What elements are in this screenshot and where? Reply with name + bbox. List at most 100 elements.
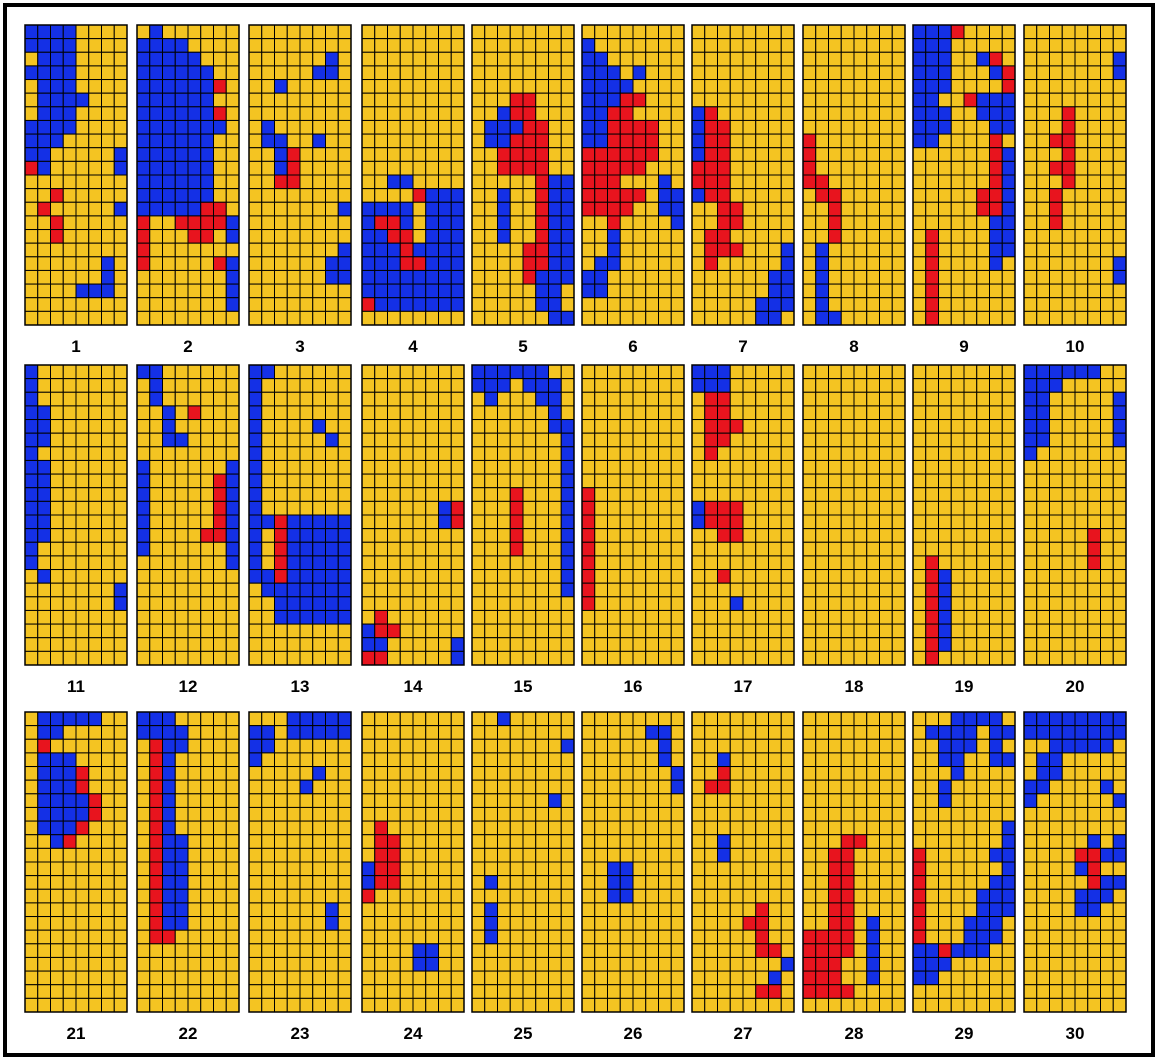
cell xyxy=(412,752,427,768)
cell xyxy=(619,888,634,904)
cell xyxy=(113,847,128,863)
cell xyxy=(248,432,263,448)
cell xyxy=(768,283,782,299)
cell xyxy=(828,147,842,162)
cell xyxy=(691,283,706,299)
cell xyxy=(37,555,51,571)
cell xyxy=(162,188,176,203)
cell xyxy=(1023,446,1038,461)
cell xyxy=(509,596,524,611)
cell xyxy=(387,473,401,489)
cell xyxy=(374,916,388,931)
cell xyxy=(742,956,757,972)
cell xyxy=(484,779,498,795)
cell xyxy=(535,793,549,808)
cell xyxy=(412,834,427,849)
cell xyxy=(840,487,855,502)
cell xyxy=(976,541,990,557)
cell xyxy=(374,779,388,795)
cell xyxy=(729,174,744,190)
cell xyxy=(607,446,621,461)
cell xyxy=(325,528,339,543)
cell xyxy=(717,297,731,312)
cell xyxy=(645,65,659,81)
cell xyxy=(274,609,288,625)
cell xyxy=(670,820,685,836)
cell xyxy=(299,970,314,986)
cell xyxy=(619,160,634,176)
cell xyxy=(387,902,401,918)
cell xyxy=(879,569,893,584)
cell xyxy=(1074,609,1089,625)
cell xyxy=(509,65,524,81)
cell xyxy=(286,997,301,1013)
cell xyxy=(891,201,906,217)
cell xyxy=(24,432,39,448)
cell xyxy=(548,378,562,393)
cell xyxy=(174,432,189,448)
cell xyxy=(1061,609,1076,625)
cell xyxy=(136,446,151,461)
cell xyxy=(113,24,128,40)
cell xyxy=(425,256,439,271)
cell xyxy=(581,391,596,407)
cell xyxy=(337,201,352,217)
cell xyxy=(670,528,685,543)
cell xyxy=(717,188,731,203)
cell xyxy=(802,779,817,795)
cell xyxy=(548,725,562,740)
cell xyxy=(594,528,608,543)
cell xyxy=(361,738,376,754)
cell xyxy=(24,806,39,822)
cell xyxy=(509,419,524,434)
cell xyxy=(162,779,176,795)
cell xyxy=(670,310,685,326)
cell xyxy=(1087,459,1101,475)
cell xyxy=(471,929,486,945)
grid-border xyxy=(24,364,128,666)
cell xyxy=(509,514,524,530)
cell xyxy=(802,446,817,461)
cell xyxy=(866,569,880,584)
cell xyxy=(938,459,952,475)
cell xyxy=(484,514,498,530)
cell xyxy=(213,51,227,67)
cell xyxy=(62,160,77,176)
cell xyxy=(24,596,39,611)
cell xyxy=(853,92,868,108)
cell xyxy=(1112,541,1127,557)
cell xyxy=(522,902,537,918)
cell xyxy=(717,174,731,190)
cell xyxy=(286,793,301,808)
cell xyxy=(607,650,621,666)
cell xyxy=(136,650,151,666)
cell xyxy=(938,310,952,326)
cell xyxy=(37,487,51,502)
cell xyxy=(645,943,659,958)
cell xyxy=(286,943,301,958)
cell xyxy=(312,38,326,53)
cell xyxy=(162,500,176,516)
cell xyxy=(581,473,596,489)
cell xyxy=(840,106,855,121)
cell xyxy=(1100,378,1114,393)
cell xyxy=(989,215,1003,231)
cell xyxy=(399,514,414,530)
cell xyxy=(299,902,314,918)
cell xyxy=(717,847,731,863)
cell xyxy=(1087,242,1101,258)
cell xyxy=(286,269,301,285)
cell xyxy=(399,623,414,639)
cell xyxy=(840,269,855,285)
cell xyxy=(200,623,214,639)
cell xyxy=(225,119,240,135)
cell xyxy=(840,650,855,666)
cell xyxy=(75,711,90,727)
cell xyxy=(213,419,227,434)
cell xyxy=(691,820,706,836)
cell xyxy=(1036,609,1050,625)
cell xyxy=(497,956,511,972)
cell xyxy=(755,847,769,863)
cell xyxy=(399,133,414,149)
cell xyxy=(828,419,842,434)
